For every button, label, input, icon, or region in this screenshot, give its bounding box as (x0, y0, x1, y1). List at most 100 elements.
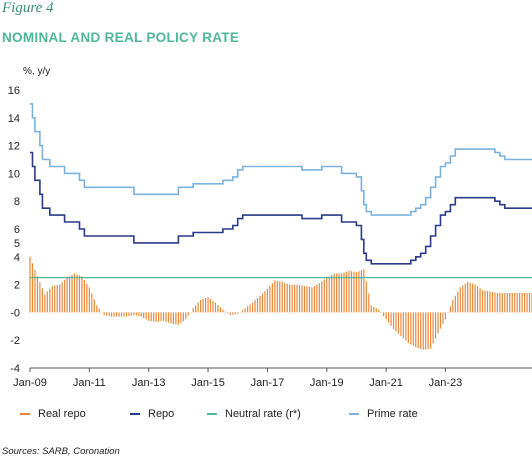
y-tick-label: 2 (14, 280, 20, 292)
real-repo-bar (294, 284, 296, 313)
real-repo-bar (143, 312, 145, 318)
real-repo-bar (313, 285, 315, 313)
real-repo-bar (249, 304, 251, 313)
real-repo-bar (491, 292, 494, 313)
chart-title: NOMINAL AND REAL POLICY RATE (2, 30, 240, 45)
real-repo-bar (242, 310, 244, 313)
real-repo-bar (269, 285, 271, 313)
real-repo-bar (78, 275, 81, 313)
legend-label: Neutral rate (r*) (225, 408, 301, 420)
real-repo-bar (378, 309, 380, 313)
real-repo-bar (111, 312, 113, 317)
real-repo-bar (138, 312, 140, 317)
real-repo-bar (56, 285, 58, 313)
real-repo-bar (415, 312, 417, 348)
real-repo-bar (486, 291, 489, 313)
real-repo-bar (71, 274, 73, 313)
real-repo-bar (239, 311, 241, 313)
real-repo-bar (29, 256, 31, 313)
legend-item-prime-rate: Prime rate (349, 408, 418, 420)
legend-label: Real repo (38, 408, 86, 420)
real-repo-bar (209, 298, 212, 313)
y-tick-label: -4 (10, 363, 20, 375)
real-repo-bar (177, 312, 179, 325)
real-repo-bar (155, 312, 157, 323)
real-repo-bar (254, 300, 256, 313)
real-repo-bar (345, 271, 348, 313)
real-repo-bar (447, 312, 449, 313)
x-tick-label: Jan-09 (13, 377, 47, 389)
real-repo-bar (484, 290, 486, 313)
real-repo-bar (407, 312, 409, 343)
legend-swatch-real-repo (20, 413, 30, 415)
legend-item-real-repo: Real repo (20, 408, 86, 420)
real-repo-bar (180, 312, 182, 324)
real-repo-bar (373, 306, 375, 313)
real-repo-bar (340, 273, 343, 313)
real-repo-bar (472, 283, 474, 313)
real-repo-bar (91, 293, 93, 313)
real-repo-bar (214, 302, 217, 313)
real-repo-bar (306, 286, 308, 313)
real-repo-bar (232, 312, 234, 315)
real-repo-bar (39, 282, 41, 313)
y-tick-label: 4 (14, 252, 20, 264)
real-repo-bar (454, 295, 456, 313)
real-repo-bar (375, 308, 377, 313)
real-repo-bar (108, 312, 110, 317)
real-repo-bar (420, 312, 422, 350)
real-repo-bar (81, 276, 83, 313)
real-repo-bar (521, 292, 523, 313)
real-repo-bar (400, 312, 402, 337)
real-repo-bar (145, 312, 147, 320)
real-repo-bar (244, 308, 246, 313)
real-repo-bar (185, 312, 187, 320)
real-repo-bar (59, 284, 61, 313)
real-repo-bar (44, 294, 46, 313)
real-repo-bar (526, 292, 528, 313)
real-repo-bar (219, 307, 222, 313)
real-repo-bar (333, 273, 335, 313)
real-repo-bar (392, 312, 395, 330)
y-tick-label: 14 (8, 113, 20, 125)
x-tick-label: Jan-19 (310, 377, 344, 389)
real-repo-bar (118, 312, 120, 317)
real-repo-bar (36, 276, 39, 313)
real-repo-bar (187, 312, 189, 316)
real-repo-bar (363, 269, 365, 313)
real-repo-bar (88, 287, 90, 313)
real-repo-bar (157, 312, 160, 322)
real-repo-bar (153, 312, 155, 322)
real-repo-bar (444, 312, 447, 320)
real-repo-bar (46, 291, 48, 313)
real-repo-bar (462, 285, 464, 313)
real-repo-bar (212, 300, 214, 313)
real-repo-bar (365, 281, 367, 313)
series-lines (30, 103, 532, 279)
real-repo-bar (519, 292, 521, 313)
real-repo-bar (182, 312, 184, 322)
real-repo-bar (464, 283, 466, 313)
real-repo-bar (195, 305, 197, 313)
real-repo-bar (432, 312, 434, 344)
real-repo-bar (264, 291, 266, 313)
real-repo-bar (162, 312, 165, 321)
prime-rate-line (30, 103, 532, 216)
real-repo-bar (207, 297, 209, 313)
real-repo-bar (276, 280, 278, 313)
real-repo-bar (200, 299, 202, 313)
real-repo-bar (383, 312, 385, 317)
real-repo-bar (509, 292, 511, 313)
real-repo-bar (385, 312, 387, 320)
y-tick-label: 6 (14, 224, 20, 236)
real-repo-bar (494, 292, 496, 313)
real-repo-bar (323, 279, 325, 313)
real-repo-bar (73, 273, 76, 313)
real-repo-bar (261, 293, 264, 313)
real-repo-bar (86, 283, 88, 313)
real-repo-bar (49, 288, 51, 313)
x-tick-label: Jan-11 (73, 377, 106, 389)
real-repo-bar (311, 287, 313, 313)
real-repo-bar (427, 312, 429, 350)
real-repo-bar (511, 292, 513, 313)
